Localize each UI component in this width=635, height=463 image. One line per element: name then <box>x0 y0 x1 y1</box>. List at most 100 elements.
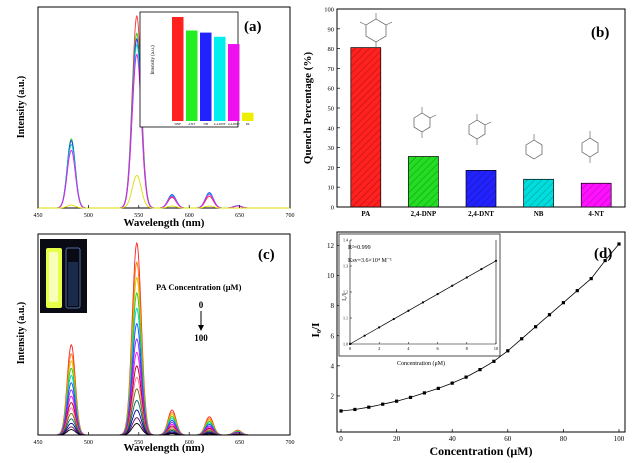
panel-a-series-5 <box>38 174 290 209</box>
panel-c: 450 500 550 600 650 700 Wavelength (nm) Inten… <box>16 233 295 454</box>
panel-d-point-12 <box>506 349 510 353</box>
inset-ytick-label-3: 1.3 <box>343 264 348 269</box>
inset-bar-label-2: NB <box>203 122 208 126</box>
panel-d-point-15 <box>547 313 552 317</box>
panel-d-inset-frame <box>338 233 501 357</box>
panel-d-inset: 0 2 4 6 8 10 1.0 1.1 1.2 1.3 1.4 <box>343 238 499 352</box>
inset-point-0 <box>348 342 352 346</box>
panel-b-category-0: PA <box>361 210 370 218</box>
bar-2,4-DNP <box>408 156 439 208</box>
panel-b-ylabel: Quench Percentage (%) <box>302 52 314 165</box>
inset-point-7 <box>451 284 454 287</box>
panel-d-ytick-label-2: 6 <box>331 332 335 340</box>
panel-a-plot <box>38 14 290 209</box>
bar-4-NT <box>580 182 612 208</box>
panel-d-xtick-label-4: 80 <box>560 435 568 443</box>
panel-c-series-14 <box>38 423 290 436</box>
inset-xlabel: Concentration (μM) <box>397 360 445 367</box>
inset-xtick-label-2: 4 <box>407 346 410 351</box>
inset-bar-4 <box>228 44 240 121</box>
inset-point-2 <box>378 326 381 329</box>
panel-b-ytick-label-7: 70 <box>328 66 335 73</box>
panel-c-xtick-label-3: 600 <box>185 440 194 446</box>
panel-b-ytick-label-9: 90 <box>328 26 335 33</box>
molecule-nt-icon <box>581 131 599 163</box>
panel-d-xtick-label-3: 60 <box>504 435 512 443</box>
panel-b-ytick-label-2: 20 <box>328 165 335 172</box>
panel-b-ytick-label-6: 60 <box>328 86 335 93</box>
panel-c-xtick-label-1: 500 <box>84 440 93 446</box>
panel-d-ytick-label-1: 4 <box>331 362 335 370</box>
bar-NB <box>523 178 554 208</box>
panel-a-label: (a) <box>244 19 262 35</box>
panel-b-ytick-label-4: 40 <box>328 125 335 132</box>
panel-d-point-14 <box>534 325 538 329</box>
inset-r-squared: R²=0.999 <box>348 245 371 251</box>
panel-d-xtick-label-2: 40 <box>449 435 457 443</box>
panel-c-xtick-label-2: 550 <box>134 440 143 446</box>
inset-point-10 <box>494 259 498 262</box>
panel-c-label: (c) <box>258 247 275 263</box>
inset-ytick-label-0: 1.0 <box>343 342 348 347</box>
panel-b-ytick-label-0: 0 <box>331 205 334 212</box>
panel-d-point-5 <box>408 395 413 400</box>
inset-bar-label-1: 4-NT <box>188 122 195 126</box>
panel-b-ytick-label-1: 10 <box>328 185 335 192</box>
panel-d-point-6 <box>422 391 426 395</box>
panel-c-xlabel: Wavelength (nm) <box>124 442 205 454</box>
panel-d-point-13 <box>520 337 524 341</box>
inset-xtick-label-4: 8 <box>466 346 469 351</box>
panel-d-point-1 <box>353 407 357 412</box>
panel-a-xlabel: Wavelength (nm) <box>124 217 205 229</box>
panel-a-xtick-label-0: 450 <box>34 213 43 219</box>
panel-c-xtick-label-5: 700 <box>286 440 295 446</box>
concentration-from: 0 <box>199 300 204 310</box>
panel-a-xtick-label-5: 700 <box>286 213 295 219</box>
panel-d-xlabel: Concentration (μM) <box>429 444 532 458</box>
inset-ylabel: I₀/I <box>342 293 348 301</box>
panel-b-category-1: 2,4-DNP <box>411 210 437 218</box>
bar-2,4-DNT <box>465 170 497 208</box>
panel-b-plot: 0 10 20 30 40 50 60 70 80 90 100 PA 2,4-DNP 2,4-DNT NB… <box>324 7 612 218</box>
concentration-title: PA Concentration (μM) <box>156 282 242 292</box>
inset-xtick-label-1: 2 <box>378 346 380 351</box>
inset-xtick-label-5: 10 <box>494 346 499 351</box>
panel-d-point-18 <box>589 277 593 281</box>
panel-c-xtick-label-4: 650 <box>235 440 244 446</box>
concentration-arrowhead-icon <box>198 325 204 331</box>
panel-d-point-17 <box>575 289 579 293</box>
panel-d-ylabel: I₀/I <box>310 323 322 338</box>
inset-ytick-label-2: 1.2 <box>343 290 348 295</box>
panel-d-point-3 <box>381 402 385 406</box>
molecule-pa-icon <box>359 13 393 48</box>
molecule-dnt-icon <box>468 114 492 145</box>
panel-a-xtick-label-3: 600 <box>185 213 194 219</box>
panel-b-category-2: 2,4-DNT <box>468 210 494 218</box>
panel-c-ylabel: Intensity (a.u.) <box>16 302 27 365</box>
panel-d-ytick-label-3: 8 <box>331 302 335 310</box>
panel-d-point-9 <box>464 375 468 379</box>
molecule-nb-icon <box>525 134 543 160</box>
panel-a-inset-ylabel: Intensity (a.u.) <box>151 45 156 75</box>
panel-a-xticks: 450 500 550 600 650 700 <box>34 205 295 219</box>
panel-a-inset: DNP 4-NT NB 2,4-DNT 2,4-DNP PA <box>172 17 254 127</box>
panel-d-point-19 <box>603 258 607 263</box>
inset-ksv: Ksv=3.6×10⁴ M⁻¹ <box>348 258 392 264</box>
inset-bar-5 <box>242 112 254 121</box>
bar-PA <box>350 47 382 208</box>
panel-b-category-4: 4-NT <box>588 210 604 218</box>
inset-point-5 <box>421 301 425 304</box>
panel-d-ytick-label-5: 12 <box>327 242 335 250</box>
panel-d-point-8 <box>450 381 454 385</box>
panel-b: 0 10 20 30 40 50 60 70 80 90 100 PA 2,4-DNP 2,4-DNT NB… <box>302 7 626 218</box>
panel-d-ytick-label-0: 2 <box>331 392 335 400</box>
panel-c-xtick-label-0: 450 <box>34 440 43 446</box>
panel-d-xtick-label-5: 100 <box>614 435 625 443</box>
panel-b-label: (b) <box>591 25 609 41</box>
inset-bar-3 <box>214 36 226 122</box>
inset-bar-label-0: DNP <box>174 122 181 126</box>
inset-bar-label-5: PA <box>246 122 251 126</box>
